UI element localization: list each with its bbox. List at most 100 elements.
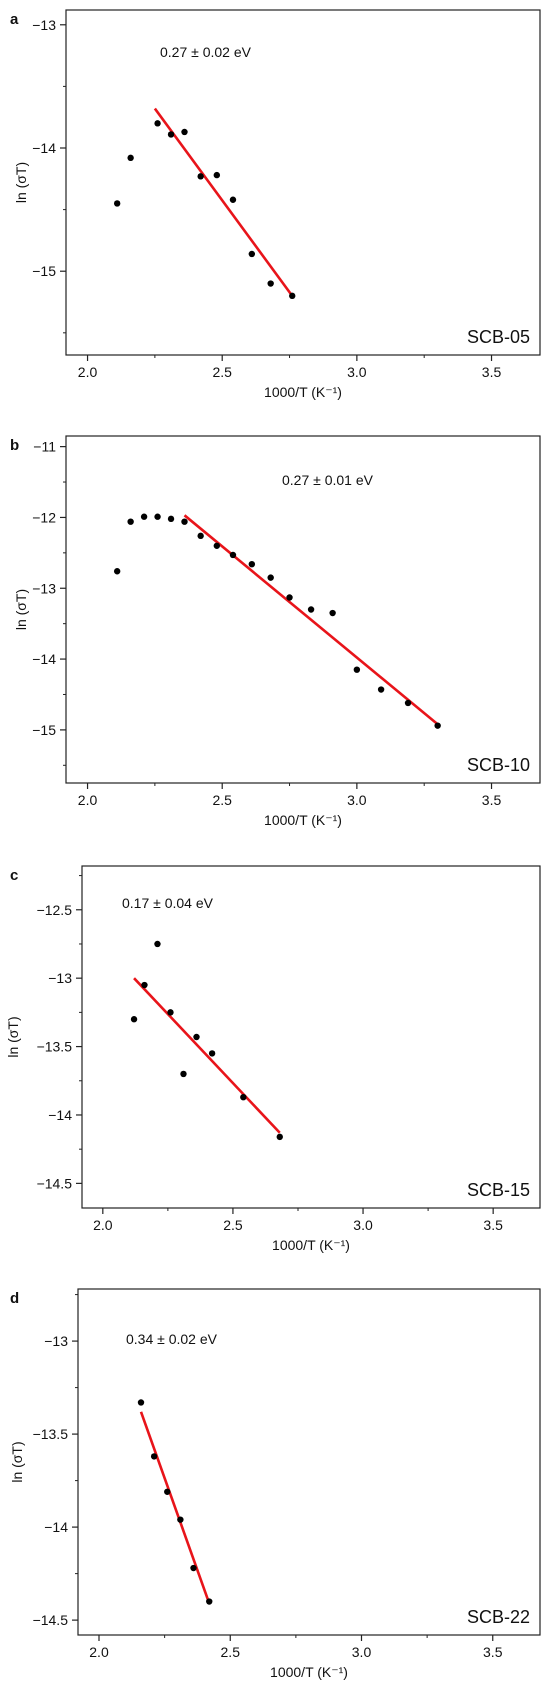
data-point bbox=[377, 686, 385, 693]
data-point bbox=[167, 131, 175, 138]
y-tick-label: −15 bbox=[32, 722, 56, 738]
plot-frame bbox=[77, 1288, 541, 1636]
sample-label: SCB-10 bbox=[467, 755, 530, 775]
data-point bbox=[181, 518, 188, 525]
plot-frame bbox=[81, 865, 541, 1209]
y-tick-label: −14 bbox=[32, 140, 56, 156]
y-tick-label: −13.5 bbox=[37, 1039, 73, 1055]
data-point bbox=[127, 518, 134, 525]
panel-b: 2.0 2.5 3.0 3.5 −11 −12 −13 −14 −15 1000/T (K⁻¹) l… bbox=[10, 435, 541, 828]
data-point bbox=[164, 1488, 171, 1495]
y-tick-label: −15 bbox=[32, 263, 56, 279]
data-point bbox=[127, 154, 134, 162]
data-point bbox=[154, 513, 161, 520]
sample-label: SCB-05 bbox=[467, 327, 530, 347]
y-tick-label: −13.5 bbox=[33, 1426, 69, 1442]
data-point bbox=[197, 532, 204, 540]
data-point bbox=[130, 1016, 138, 1023]
activation-energy-annotation: 0.27 ± 0.02 eV bbox=[160, 44, 252, 60]
panel-c: 2.0 2.5 3.0 3.5 −12.5 −13 −13.5 −14 −14.5 1000/T … bbox=[5, 865, 541, 1253]
activation-energy-annotation: 0.17 ± 0.04 eV bbox=[122, 895, 214, 911]
y-axis-label: ln (σT) bbox=[5, 1016, 21, 1057]
x-tick-label: 3.5 bbox=[483, 1644, 503, 1660]
data-point bbox=[177, 1516, 184, 1523]
data-point bbox=[229, 551, 237, 559]
fit-line bbox=[133, 977, 281, 1134]
data-point bbox=[180, 1070, 187, 1078]
fit-line bbox=[153, 107, 294, 297]
data-point bbox=[248, 250, 256, 258]
y-tick-label: −14 bbox=[32, 651, 56, 667]
data-point bbox=[213, 171, 221, 179]
data-point bbox=[329, 609, 336, 617]
data-point bbox=[137, 1399, 145, 1406]
y-tick-label: −14 bbox=[48, 1107, 72, 1123]
y-tick-label: −13 bbox=[44, 1333, 68, 1349]
plot-frame bbox=[65, 9, 541, 356]
x-tick-label: 3.0 bbox=[347, 364, 367, 380]
y-axis-label: ln (σT) bbox=[13, 162, 29, 203]
data-point bbox=[193, 1033, 200, 1041]
panel-d: 2.0 2.5 3.0 3.5 −13 −13.5 −14 −14.5 1000/T (K⁻¹)… bbox=[9, 1288, 541, 1680]
x-tick-label: 2.0 bbox=[89, 1644, 109, 1660]
data-point bbox=[404, 699, 412, 707]
data-point bbox=[307, 606, 315, 613]
data-point bbox=[276, 1133, 283, 1141]
data-point bbox=[181, 128, 188, 136]
data-point bbox=[289, 292, 296, 300]
data-point bbox=[267, 574, 274, 581]
x-axis-label: 1000/T (K⁻¹) bbox=[264, 812, 342, 828]
y-axis-label: ln (σT) bbox=[13, 589, 29, 630]
data-point bbox=[154, 940, 161, 948]
sample-label: SCB-15 bbox=[467, 1180, 530, 1200]
x-tick-label: 2.0 bbox=[93, 1217, 113, 1233]
sample-label: SCB-22 bbox=[467, 1607, 530, 1627]
data-point bbox=[213, 542, 221, 549]
data-point bbox=[154, 120, 161, 127]
data-point bbox=[141, 981, 148, 989]
y-tick-label: −13 bbox=[48, 970, 72, 986]
data-point bbox=[140, 513, 148, 520]
data-point bbox=[113, 200, 121, 207]
x-axis-label: 1000/T (K⁻¹) bbox=[272, 1237, 350, 1253]
fit-line bbox=[139, 1411, 211, 1604]
x-tick-label: 3.5 bbox=[482, 792, 502, 808]
panel-label: c bbox=[10, 867, 18, 884]
x-axis-label: 1000/T (K⁻¹) bbox=[264, 384, 342, 400]
y-tick-label: −13 bbox=[32, 580, 56, 596]
x-tick-label: 3.5 bbox=[482, 364, 502, 380]
x-tick-label: 3.0 bbox=[347, 792, 367, 808]
x-tick-label: 3.0 bbox=[352, 1644, 372, 1660]
panel-label: a bbox=[10, 11, 19, 28]
y-tick-label: −13 bbox=[32, 17, 56, 33]
y-tick-label: −12 bbox=[32, 509, 56, 525]
data-point bbox=[434, 722, 441, 729]
data-point bbox=[113, 568, 121, 575]
y-tick-label: −12.5 bbox=[37, 902, 73, 918]
data-point bbox=[150, 1453, 158, 1460]
data-point bbox=[167, 515, 175, 523]
y-tick-label: −14.5 bbox=[37, 1175, 73, 1191]
x-tick-label: 2.0 bbox=[78, 364, 98, 380]
x-tick-label: 2.5 bbox=[212, 792, 232, 808]
data-point bbox=[267, 280, 274, 287]
panel-label: b bbox=[10, 437, 19, 454]
plot-frame bbox=[65, 435, 541, 784]
data-point bbox=[229, 196, 237, 203]
panel-label: d bbox=[10, 1290, 19, 1307]
y-tick-label: −14 bbox=[44, 1519, 68, 1535]
x-tick-label: 3.5 bbox=[483, 1217, 503, 1233]
fit-line bbox=[183, 514, 439, 726]
y-tick-label: −11 bbox=[33, 439, 56, 455]
data-point bbox=[190, 1564, 197, 1572]
activation-energy-annotation: 0.34 ± 0.02 eV bbox=[126, 1331, 218, 1347]
x-tick-label: 2.5 bbox=[221, 1644, 241, 1660]
data-point bbox=[197, 173, 204, 180]
x-axis-label: 1000/T (K⁻¹) bbox=[270, 1664, 348, 1680]
data-point bbox=[240, 1093, 247, 1101]
data-point bbox=[208, 1050, 216, 1057]
y-tick-label: −14.5 bbox=[33, 1612, 69, 1628]
x-tick-label: 2.5 bbox=[212, 364, 232, 380]
data-point bbox=[286, 594, 293, 601]
